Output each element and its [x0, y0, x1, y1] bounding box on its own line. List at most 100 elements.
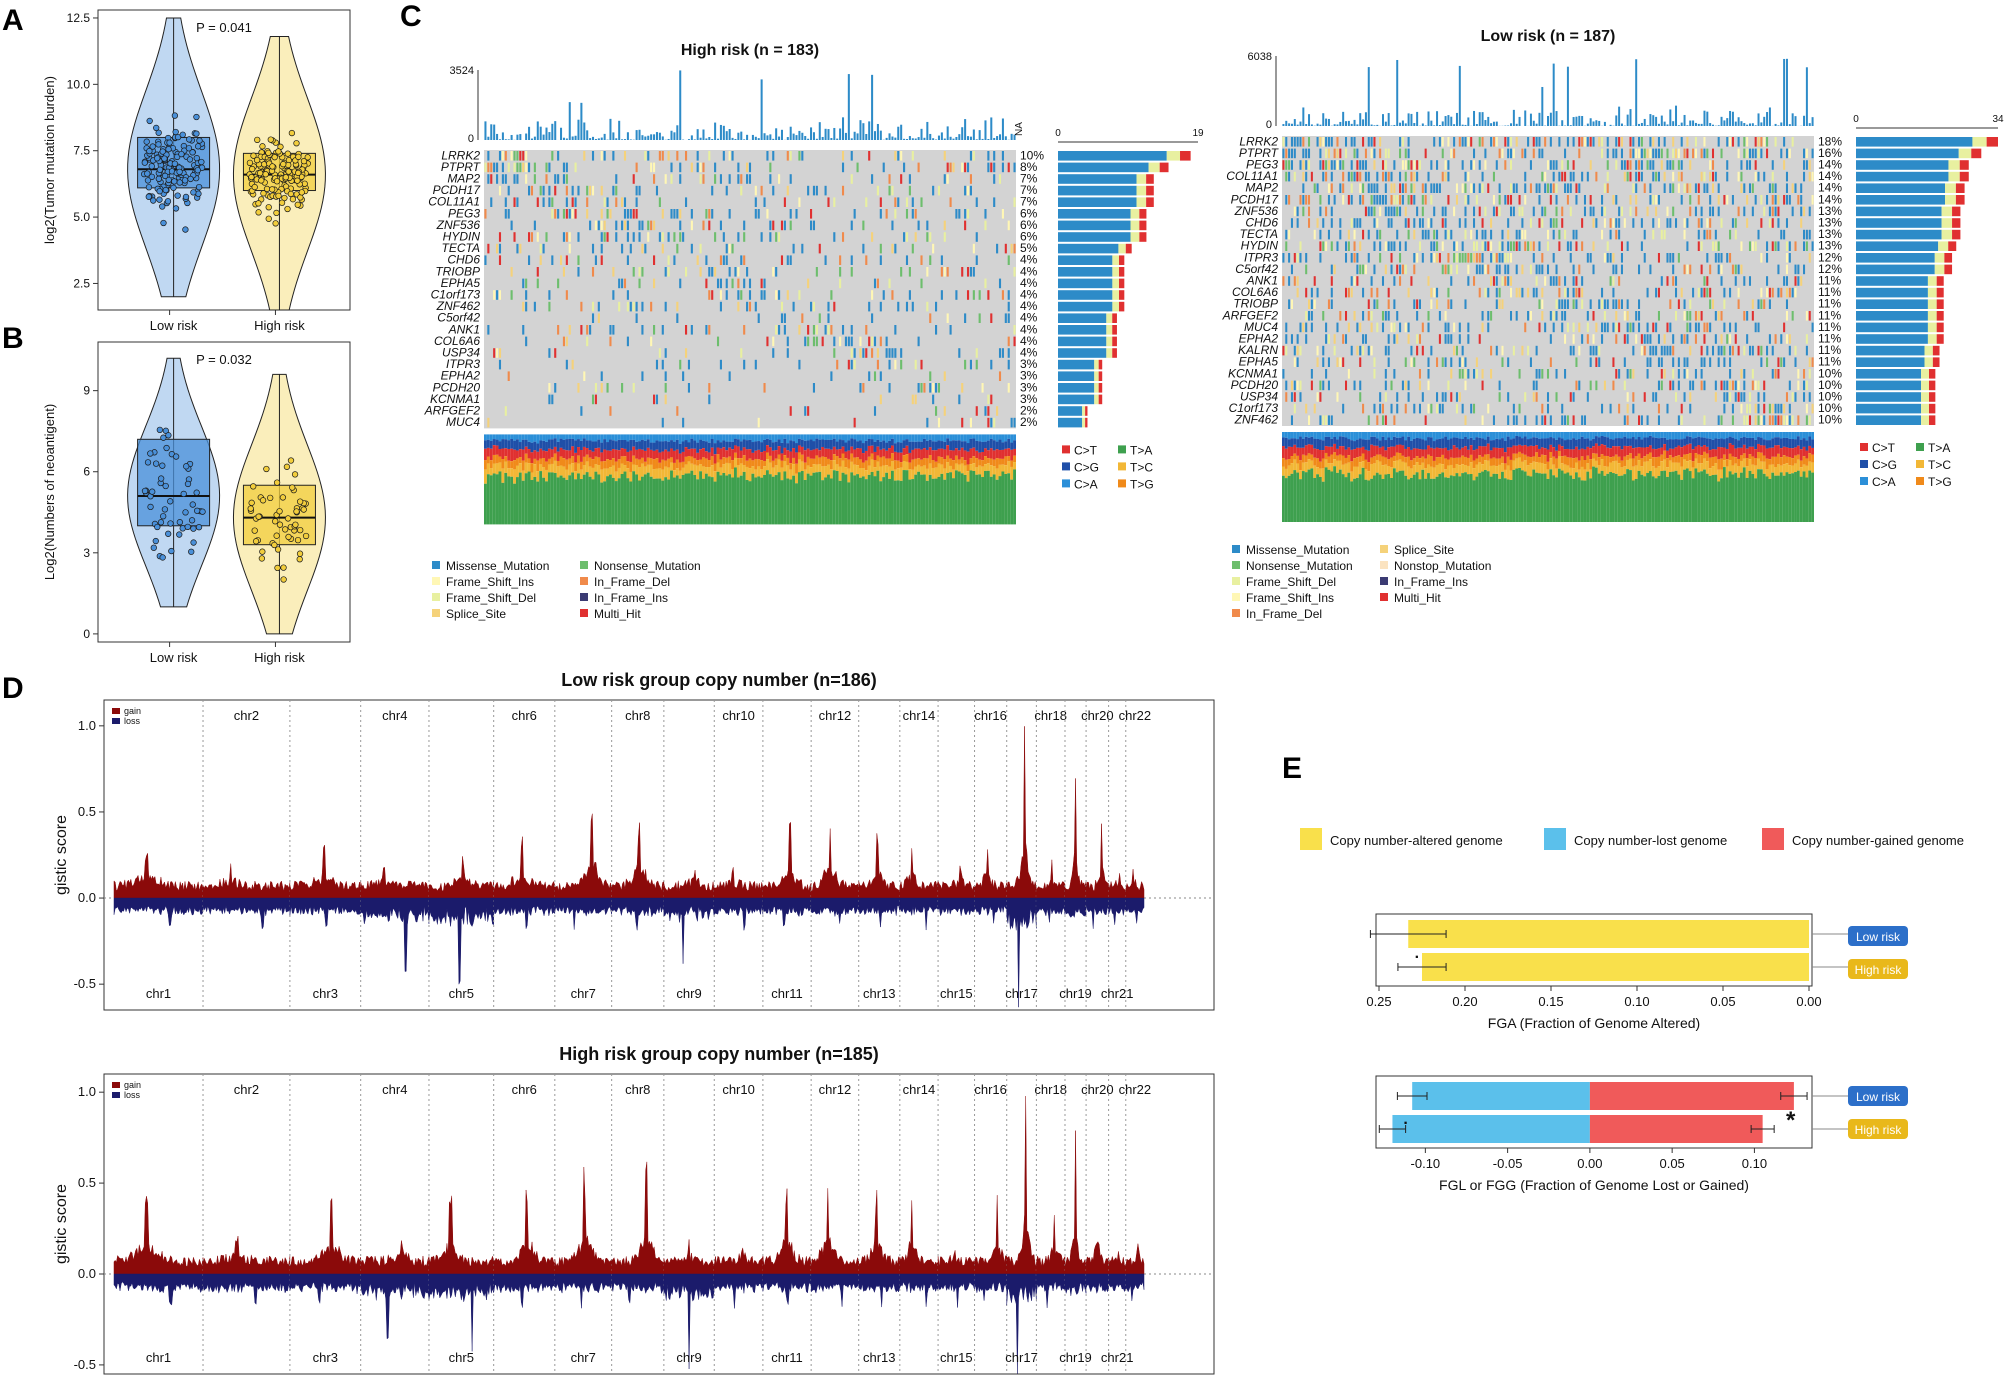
mutation-cell — [1359, 241, 1362, 251]
mutation-cell — [615, 232, 618, 242]
mutation-cell — [1794, 357, 1797, 367]
mutation-cell — [1347, 171, 1350, 182]
titv-segment — [864, 460, 868, 471]
mutation-cell — [1509, 241, 1513, 251]
titv-segment — [678, 453, 682, 463]
mutation-cell — [629, 209, 632, 219]
mutation-cell — [565, 209, 568, 219]
mutation-cell — [850, 325, 853, 335]
titv-segment — [809, 475, 813, 525]
mutation-cell — [1805, 403, 1808, 414]
mutation-cell — [1362, 311, 1365, 321]
titv-segment — [827, 458, 830, 465]
gene-bar-multi — [1085, 406, 1088, 416]
titv-segment — [765, 452, 769, 460]
titv-segment — [696, 479, 700, 525]
titv-segment — [646, 439, 650, 448]
titv-segment — [556, 466, 560, 478]
tmb-bar — [658, 132, 661, 140]
titv-segment — [574, 462, 578, 472]
mutation-cell — [1714, 334, 1717, 344]
titv-segment — [542, 458, 546, 468]
titv-segment — [734, 457, 737, 468]
titv-segment — [687, 434, 691, 443]
titv-segment — [713, 471, 717, 482]
mutation-cell — [1635, 171, 1638, 182]
titv-segment — [704, 441, 708, 452]
titv-segment — [1284, 468, 1288, 479]
mutation-cell — [1373, 195, 1376, 205]
mutation-cell — [591, 394, 595, 405]
titv-segment — [1010, 466, 1014, 480]
mutation-cell — [1330, 264, 1333, 275]
mutation-cell — [1401, 137, 1404, 147]
mutation-cell — [1791, 137, 1794, 147]
mutation-cell — [719, 290, 722, 300]
mutation-cell — [501, 162, 504, 173]
titv-segment — [1418, 465, 1422, 480]
mutation-cell — [993, 174, 996, 184]
titv-segment — [751, 466, 755, 474]
mutation-cell — [708, 209, 711, 219]
titv-segment — [562, 449, 566, 459]
titv-segment — [797, 459, 801, 473]
gene-bar-missense — [1058, 301, 1113, 312]
mutation-cell — [574, 209, 577, 219]
mutation-cell — [1731, 137, 1734, 147]
mutation-cell — [993, 151, 996, 161]
mutation-cell — [1490, 218, 1493, 228]
mutation-cell — [609, 209, 612, 219]
mutation-cell — [1521, 345, 1524, 356]
mutation-cell — [737, 301, 740, 312]
gene-percent: 13% — [1818, 227, 1842, 241]
mutation-cell — [510, 267, 513, 277]
titv-segment — [696, 434, 700, 443]
titv-segment — [972, 447, 976, 457]
mutation-cell — [603, 232, 606, 242]
tmb-bar — [580, 102, 583, 140]
titv-segment — [719, 467, 723, 476]
tmb-bar — [1299, 121, 1302, 126]
titv-segment — [559, 434, 563, 439]
titv-segment — [751, 452, 755, 461]
mutation-cell — [1720, 148, 1723, 159]
titv-segment — [777, 434, 781, 440]
gene-percent: 10% — [1818, 366, 1842, 380]
tmb-bar — [1001, 118, 1004, 140]
mutation-cell — [1609, 229, 1612, 240]
data-point — [252, 538, 260, 545]
titv-segment — [623, 471, 627, 525]
mutation-cell — [1652, 137, 1655, 147]
mutation-cell — [1344, 287, 1348, 298]
tmb-bar — [545, 127, 548, 140]
mutation-cell — [1362, 345, 1365, 356]
mutation-cell — [1655, 345, 1658, 356]
titv-segment — [867, 438, 871, 446]
gene-bar-missense — [1856, 253, 1935, 263]
tmb-bar — [1731, 111, 1734, 126]
mutation-cell — [1327, 357, 1330, 367]
mutation-cell — [1013, 336, 1016, 347]
tmb-bar — [1458, 65, 1461, 126]
titv-segment — [902, 461, 906, 471]
mutation-cell — [780, 255, 784, 265]
mutation-cell — [1706, 253, 1709, 263]
mutation-cell — [1504, 195, 1507, 205]
titv-segment — [1390, 457, 1393, 468]
mutation-cell — [1450, 369, 1453, 379]
mutation-cell — [591, 151, 595, 161]
mutation-cell — [1518, 403, 1521, 414]
titv-segment — [963, 441, 967, 451]
mutation-cell — [900, 151, 903, 161]
data-point — [259, 143, 266, 150]
data-point — [176, 179, 183, 186]
gene-bar-fs — [1106, 348, 1113, 358]
mutation-cell — [1709, 264, 1712, 275]
mutation-cell — [1359, 357, 1362, 367]
mutation-cell — [1305, 322, 1308, 333]
mutation-cell — [632, 301, 635, 312]
mutation-cell — [1379, 392, 1382, 402]
tmb-bar — [815, 138, 818, 140]
tmb-bar — [1453, 124, 1456, 126]
titv-segment — [1364, 479, 1368, 522]
